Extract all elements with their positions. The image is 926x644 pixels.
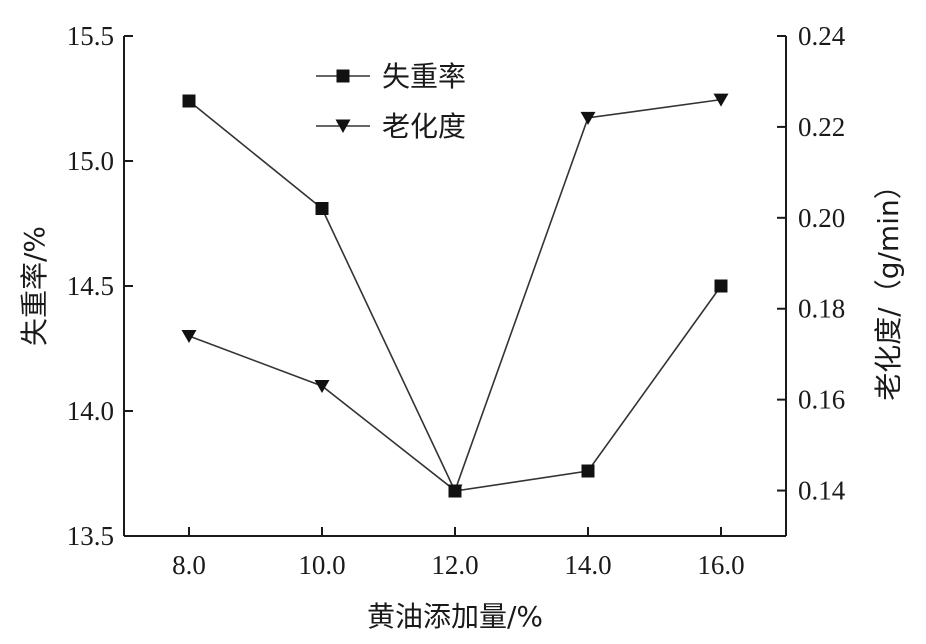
legend-label-aging: 老化度 — [382, 110, 466, 143]
weight-loss-point — [315, 202, 329, 215]
right-y-tick-label: 0.14 — [798, 476, 846, 506]
left-y-axis-title: 失重率/% — [18, 226, 51, 346]
x-axis-title: 黄油添加量/% — [367, 600, 543, 633]
x-tick-label: 12.0 — [431, 550, 478, 580]
legend-square-marker — [336, 69, 350, 83]
series-layer — [181, 93, 729, 498]
series-line-weight-loss — [188, 100, 722, 492]
x-tick-label: 16.0 — [697, 550, 744, 580]
aging-point — [314, 380, 330, 393]
weight-loss-point — [714, 279, 728, 293]
left-y-tick-label: 15.0 — [67, 146, 114, 176]
right-y-tick-label: 0.20 — [798, 203, 845, 233]
legend-triangle-marker — [335, 119, 351, 133]
left-y-tick-label: 14.0 — [67, 396, 114, 426]
weight-loss-point — [581, 464, 595, 478]
left-y-tick-label: 15.5 — [67, 21, 114, 51]
right-y-tick-label: 0.24 — [798, 21, 846, 51]
right-y-tick-label: 0.18 — [798, 294, 845, 324]
aging-point — [580, 111, 596, 125]
right-y-tick-label: 0.16 — [798, 385, 845, 415]
weight-loss-point — [182, 94, 196, 108]
right-y-axis-title: 老化度/（g/min） — [872, 171, 905, 400]
x-tick-label: 8.0 — [172, 550, 206, 580]
series-line-aging — [188, 98, 722, 492]
x-tick-label: 10.0 — [298, 550, 345, 580]
x-tick-label: 14.0 — [564, 550, 611, 580]
legend-label-weight-loss: 失重率 — [382, 60, 466, 93]
aging-point — [447, 484, 463, 498]
legend: 失重率 老化度 — [316, 60, 466, 143]
left-y-tick-label: 14.5 — [67, 271, 114, 301]
aging-point — [713, 93, 729, 107]
right-y-tick-label: 0.22 — [798, 112, 845, 142]
aging-point — [181, 330, 197, 343]
ticks: 8.0 10.0 12.0 14.0 16.0 13.5 14.0 14.5 15.0 15.5 0… — [67, 21, 846, 580]
left-y-tick-label: 13.5 — [67, 521, 114, 551]
